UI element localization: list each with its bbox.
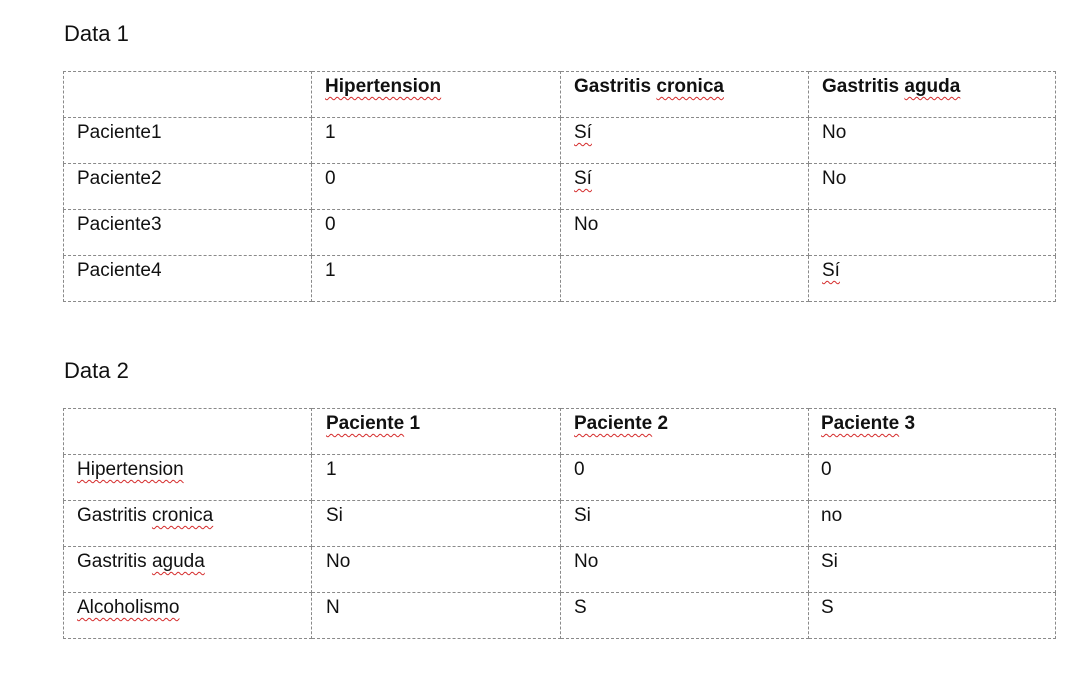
table-cell[interactable]: S bbox=[808, 592, 1056, 639]
table-cell[interactable]: 0 bbox=[808, 454, 1056, 501]
table-cell[interactable]: S bbox=[560, 592, 809, 639]
table-cell[interactable]: Si bbox=[560, 500, 809, 547]
table-header-cell[interactable] bbox=[63, 408, 312, 455]
table-header-cell[interactable]: Gastritis cronica bbox=[560, 71, 809, 118]
table-cell[interactable]: Paciente1 bbox=[63, 117, 312, 164]
table-cell[interactable]: Paciente3 bbox=[63, 209, 312, 256]
table-cell[interactable]: 1 bbox=[311, 255, 561, 302]
table-row: Gastritis aguda No No Si bbox=[63, 546, 1056, 593]
table-row: Paciente3 0 No bbox=[63, 209, 1056, 256]
table-cell[interactable]: 1 bbox=[311, 117, 561, 164]
table-header-cell[interactable]: Gastritis aguda bbox=[808, 71, 1056, 118]
table-cell[interactable]: Sí bbox=[560, 117, 809, 164]
table-header-row: Hipertension Gastritis cronica Gastritis… bbox=[63, 71, 1056, 118]
table-cell[interactable]: Hipertension bbox=[63, 454, 312, 501]
table-header-cell[interactable] bbox=[63, 71, 312, 118]
data2-heading: Data 2 bbox=[64, 358, 129, 383]
table-cell[interactable]: 0 bbox=[560, 454, 809, 501]
table-header-cell[interactable]: Paciente 1 bbox=[311, 408, 561, 455]
table-cell[interactable]: Sí bbox=[808, 255, 1056, 302]
data2-table: Paciente 1 Paciente 2 Paciente 3 Hiperte… bbox=[63, 408, 1056, 639]
table-header-cell[interactable]: Paciente 2 bbox=[560, 408, 809, 455]
table-header-row: Paciente 1 Paciente 2 Paciente 3 bbox=[63, 408, 1056, 455]
table-cell[interactable]: Si bbox=[311, 500, 561, 547]
table-cell[interactable] bbox=[808, 209, 1056, 256]
table-cell[interactable]: 1 bbox=[311, 454, 561, 501]
table-cell[interactable]: N bbox=[311, 592, 561, 639]
table-row: Paciente4 1 Sí bbox=[63, 255, 1056, 302]
table-cell[interactable]: Paciente4 bbox=[63, 255, 312, 302]
data1-heading: Data 1 bbox=[64, 21, 129, 46]
data1-table: Hipertension Gastritis cronica Gastritis… bbox=[63, 71, 1056, 302]
table-row: Paciente2 0 Sí No bbox=[63, 163, 1056, 210]
table-cell[interactable] bbox=[560, 255, 809, 302]
table-row: Gastritis cronica Si Si no bbox=[63, 500, 1056, 547]
table-cell[interactable]: Gastritis cronica bbox=[63, 500, 312, 547]
table-header-cell[interactable]: Hipertension bbox=[311, 71, 561, 118]
table-header-cell[interactable]: Paciente 3 bbox=[808, 408, 1056, 455]
table-cell[interactable]: no bbox=[808, 500, 1056, 547]
table-cell[interactable]: No bbox=[808, 117, 1056, 164]
table-cell[interactable]: Gastritis aguda bbox=[63, 546, 312, 593]
table-cell[interactable]: Si bbox=[808, 546, 1056, 593]
table-cell[interactable]: No bbox=[560, 209, 809, 256]
table-cell[interactable]: Paciente2 bbox=[63, 163, 312, 210]
table-row: Paciente1 1 Sí No bbox=[63, 117, 1056, 164]
table-cell[interactable]: No bbox=[560, 546, 809, 593]
table-cell[interactable]: No bbox=[311, 546, 561, 593]
table-cell[interactable]: Alcoholismo bbox=[63, 592, 312, 639]
table-cell[interactable]: 0 bbox=[311, 209, 561, 256]
table-cell[interactable]: 0 bbox=[311, 163, 561, 210]
table-cell[interactable]: Sí bbox=[560, 163, 809, 210]
table-row: Hipertension 1 0 0 bbox=[63, 454, 1056, 501]
table-row: Alcoholismo N S S bbox=[63, 592, 1056, 639]
table-cell[interactable]: No bbox=[808, 163, 1056, 210]
